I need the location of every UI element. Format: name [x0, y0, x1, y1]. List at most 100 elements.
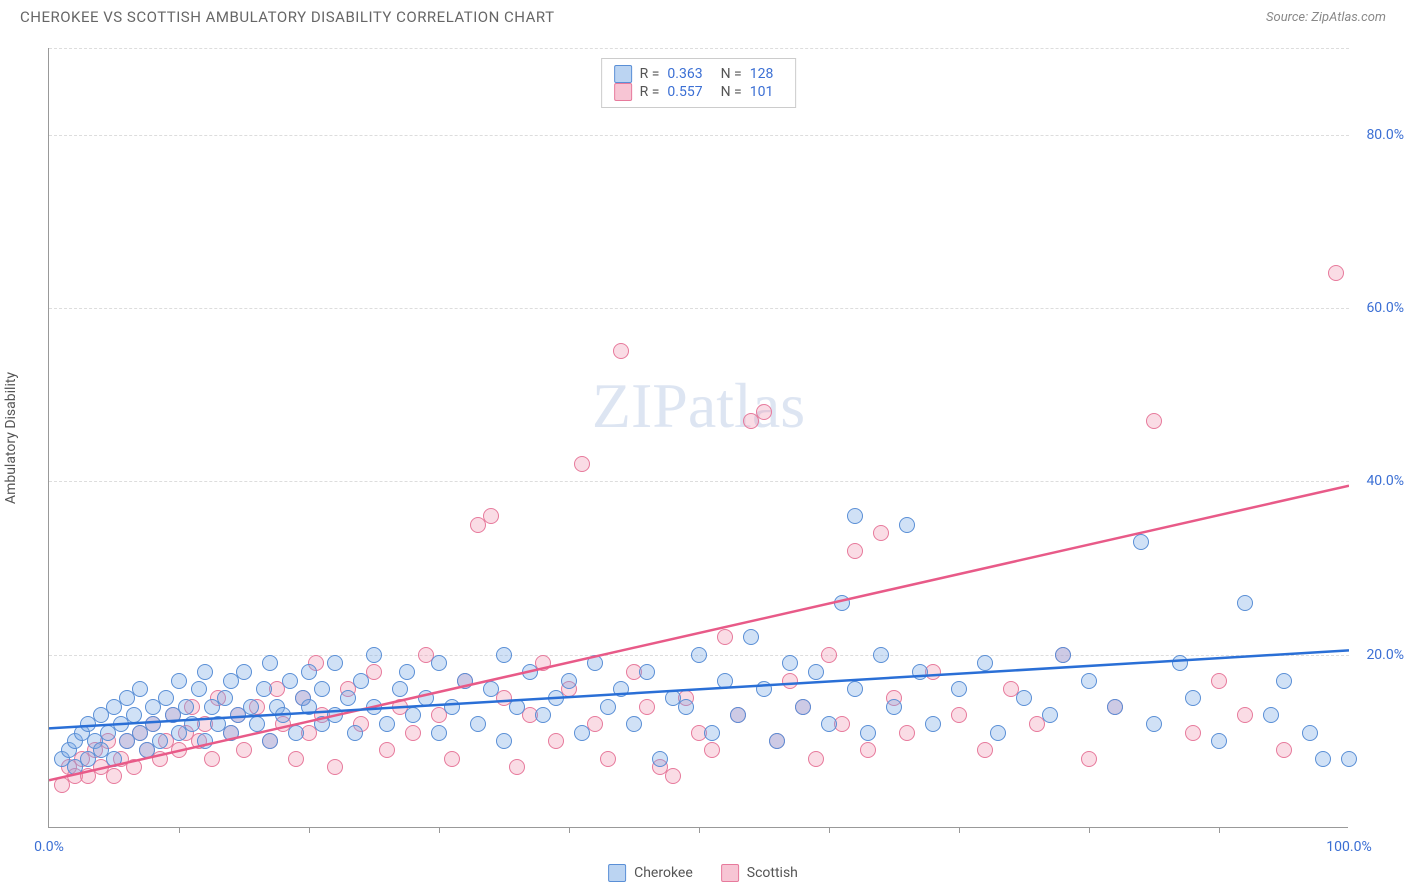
data-point [288, 751, 304, 767]
data-point [860, 725, 876, 741]
data-point [204, 751, 220, 767]
data-point [860, 742, 876, 758]
data-point [158, 690, 174, 706]
data-point [1146, 716, 1162, 732]
data-point [756, 404, 772, 420]
x-tick [1089, 827, 1090, 833]
data-point [444, 699, 460, 715]
x-tick [569, 827, 570, 833]
data-point [925, 716, 941, 732]
data-point [197, 664, 213, 680]
data-point [977, 655, 993, 671]
data-point [704, 742, 720, 758]
x-tick [829, 827, 830, 833]
data-point [1211, 673, 1227, 689]
data-point [262, 733, 278, 749]
gridline [49, 481, 1349, 482]
data-point [282, 673, 298, 689]
data-point [1133, 534, 1149, 550]
legend-item: Scottish [721, 864, 798, 882]
data-point [405, 725, 421, 741]
data-point [691, 647, 707, 663]
data-point [873, 647, 889, 663]
data-point [1016, 690, 1032, 706]
data-point [1302, 725, 1318, 741]
chart-area: ZIPatlas Ambulatory Disability R =0.363N… [48, 48, 1348, 828]
data-point [347, 725, 363, 741]
data-point [366, 647, 382, 663]
data-point [496, 647, 512, 663]
data-point [483, 508, 499, 524]
gridline [49, 135, 1349, 136]
data-point [821, 647, 837, 663]
data-point [730, 707, 746, 723]
data-point [327, 707, 343, 723]
data-point [574, 725, 590, 741]
data-point [1055, 647, 1071, 663]
data-point [977, 742, 993, 758]
data-point [951, 681, 967, 697]
legend-n-label: N = [721, 66, 742, 82]
data-point [152, 733, 168, 749]
data-point [613, 343, 629, 359]
data-point [444, 751, 460, 767]
source-label: Source: ZipAtlas.com [1266, 10, 1386, 25]
data-point [1042, 707, 1058, 723]
data-point [379, 716, 395, 732]
data-point [782, 655, 798, 671]
data-point [1081, 673, 1097, 689]
data-point [886, 699, 902, 715]
data-point [236, 742, 252, 758]
data-point [262, 655, 278, 671]
data-point [1146, 413, 1162, 429]
legend-r-label: R = [640, 66, 660, 82]
y-tick-label: 80.0% [1366, 127, 1404, 143]
data-point [873, 525, 889, 541]
data-point [457, 673, 473, 689]
data-point [379, 742, 395, 758]
data-point [899, 725, 915, 741]
data-point [392, 681, 408, 697]
data-point [743, 629, 759, 645]
y-tick-label: 20.0% [1366, 647, 1404, 663]
data-point [483, 681, 499, 697]
data-point [197, 733, 213, 749]
legend-swatch [614, 83, 632, 101]
data-point [548, 733, 564, 749]
plot-region: ZIPatlas Ambulatory Disability R =0.363N… [48, 48, 1348, 828]
legend-item: Cherokee [608, 864, 693, 882]
data-point [951, 707, 967, 723]
watermark: ZIPatlas [592, 369, 805, 443]
data-point [126, 759, 142, 775]
y-axis-title: Ambulatory Disability [3, 371, 19, 503]
data-point [431, 725, 447, 741]
data-point [548, 690, 564, 706]
legend-swatch [608, 864, 626, 882]
data-point [171, 673, 187, 689]
legend-r-value: 0.363 [667, 66, 702, 82]
data-point [171, 742, 187, 758]
legend-r-label: R = [640, 84, 660, 100]
data-point [600, 751, 616, 767]
data-point [223, 725, 239, 741]
x-tick [699, 827, 700, 833]
gridline [49, 308, 1349, 309]
legend-series: Cherokee Scottish [608, 864, 798, 882]
data-point [509, 699, 525, 715]
data-point [1237, 707, 1253, 723]
data-point [1185, 690, 1201, 706]
legend-n-value: 128 [750, 66, 774, 82]
legend-stat-row: R = 0.363 N = 128 [614, 65, 784, 83]
data-point [665, 768, 681, 784]
data-point [912, 664, 928, 680]
data-point [1185, 725, 1201, 741]
data-point [834, 595, 850, 611]
data-point [236, 664, 252, 680]
y-tick-label: 40.0% [1366, 473, 1404, 489]
data-point [1276, 673, 1292, 689]
data-point [145, 716, 161, 732]
data-point [600, 699, 616, 715]
data-point [243, 699, 259, 715]
data-point [327, 655, 343, 671]
data-point [782, 673, 798, 689]
